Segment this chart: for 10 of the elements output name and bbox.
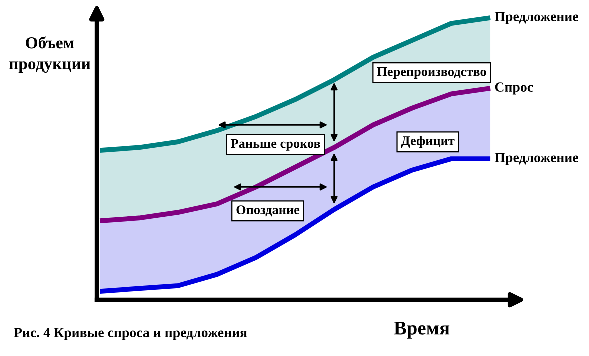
series-label: Предложение bbox=[494, 12, 578, 24]
series-label: Предложение bbox=[494, 153, 578, 166]
y-axis-title: Объем продукции bbox=[9, 36, 91, 74]
annotation: Опоздание bbox=[236, 206, 300, 217]
annotation: Перепроизводство bbox=[377, 68, 486, 79]
annotation: Дефицит bbox=[401, 136, 455, 148]
series-label: Спрос bbox=[495, 82, 534, 95]
x-axis-title: Время bbox=[394, 322, 450, 339]
annotation: Раньше сроков bbox=[230, 139, 320, 151]
text: Рис. 4 Кривые спроса и предложения bbox=[14, 328, 248, 340]
